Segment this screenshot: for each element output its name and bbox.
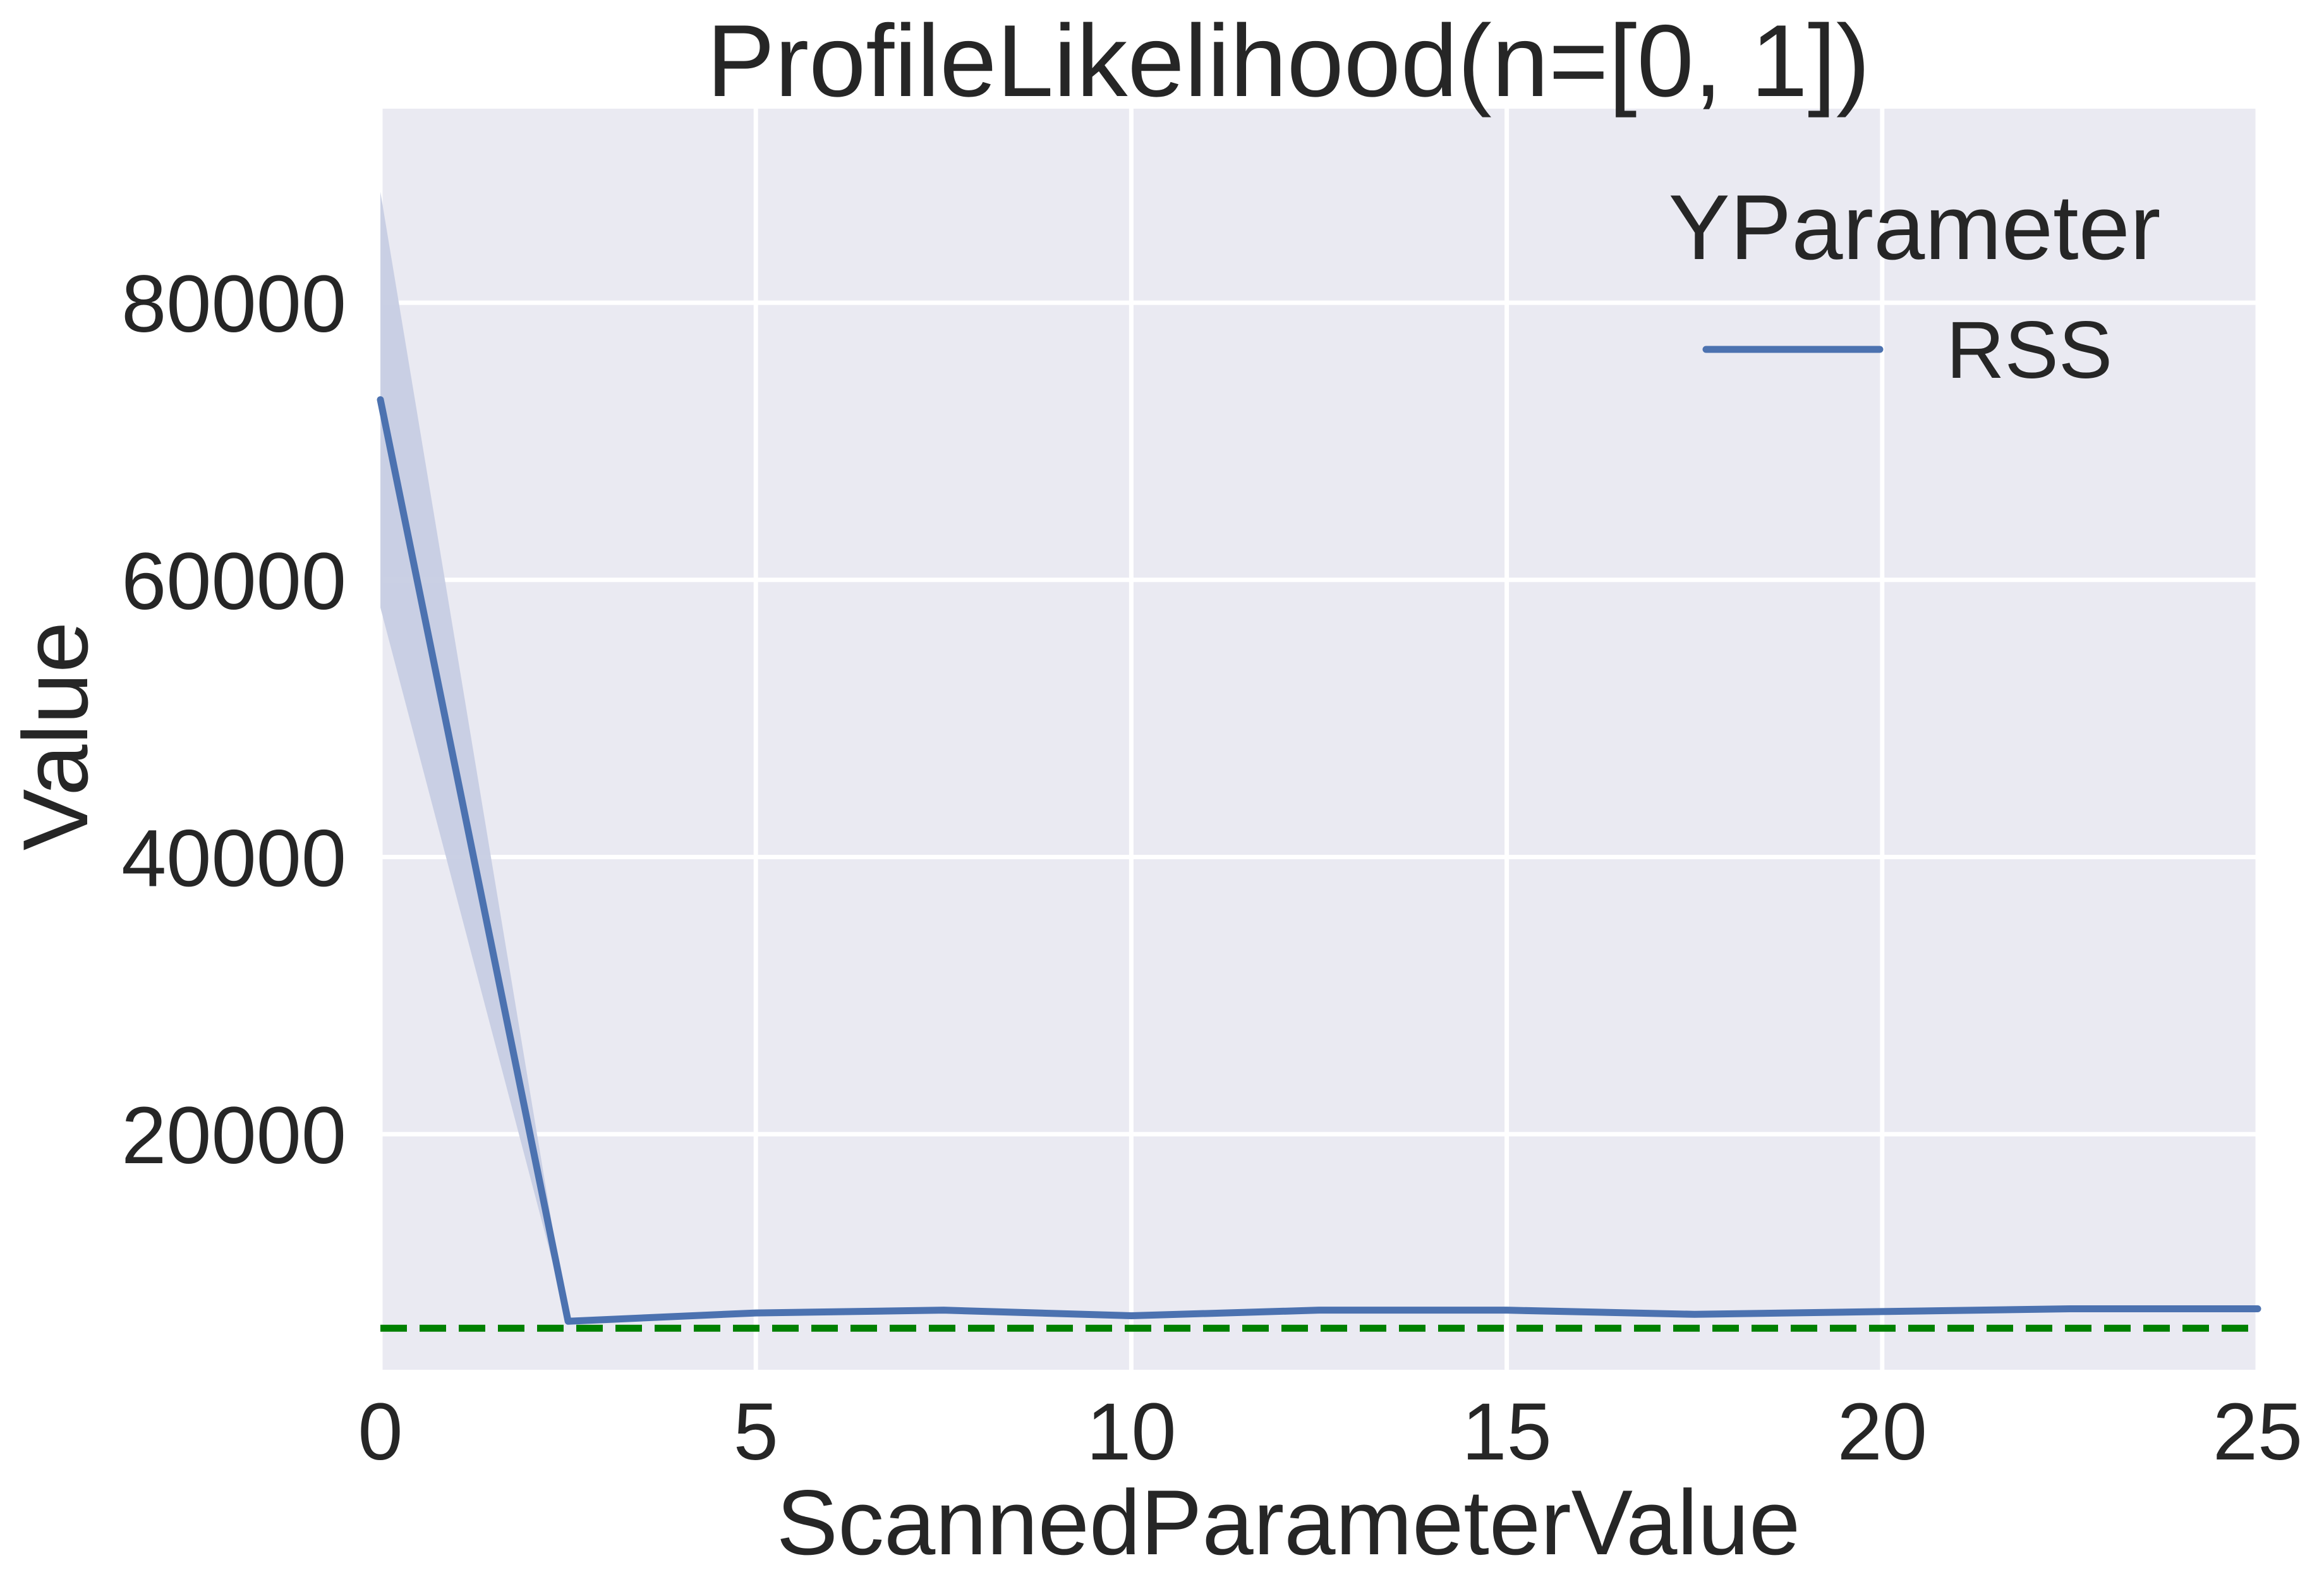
x-tick-label: 5	[734, 1387, 778, 1477]
x-tick-label: 25	[2213, 1387, 2303, 1477]
x-tick-label: 15	[1462, 1387, 1551, 1477]
grid	[378, 109, 2260, 1370]
series-line-rss	[377, 396, 2261, 1325]
x-tick-label: 0	[358, 1387, 402, 1477]
x-axis-title: ScannedParameterValue	[777, 1471, 1801, 1574]
y-axis-title: Value	[4, 622, 107, 851]
y-tick-label: 60000	[121, 536, 346, 627]
x-tick-labels: 0 5 10 15 20 25	[358, 1387, 2303, 1477]
legend-label-rss: RSS	[1946, 305, 2112, 396]
x-tick-label: 20	[1837, 1387, 1927, 1477]
y-tick-label: 20000	[121, 1091, 346, 1181]
y-tick-label: 80000	[121, 259, 346, 349]
series-group	[377, 396, 2261, 1325]
y-tick-label: 40000	[121, 813, 346, 903]
chart-title: ProfileLikelihood(n=[0, 1])	[706, 4, 1870, 118]
legend-title: YParameter	[1669, 176, 2161, 279]
plot-area	[380, 109, 2258, 1370]
legend: YParameter RSS	[1669, 176, 2161, 396]
y-tick-labels: 20000 40000 60000 80000	[121, 259, 346, 1181]
x-tick-label: 10	[1086, 1387, 1176, 1477]
